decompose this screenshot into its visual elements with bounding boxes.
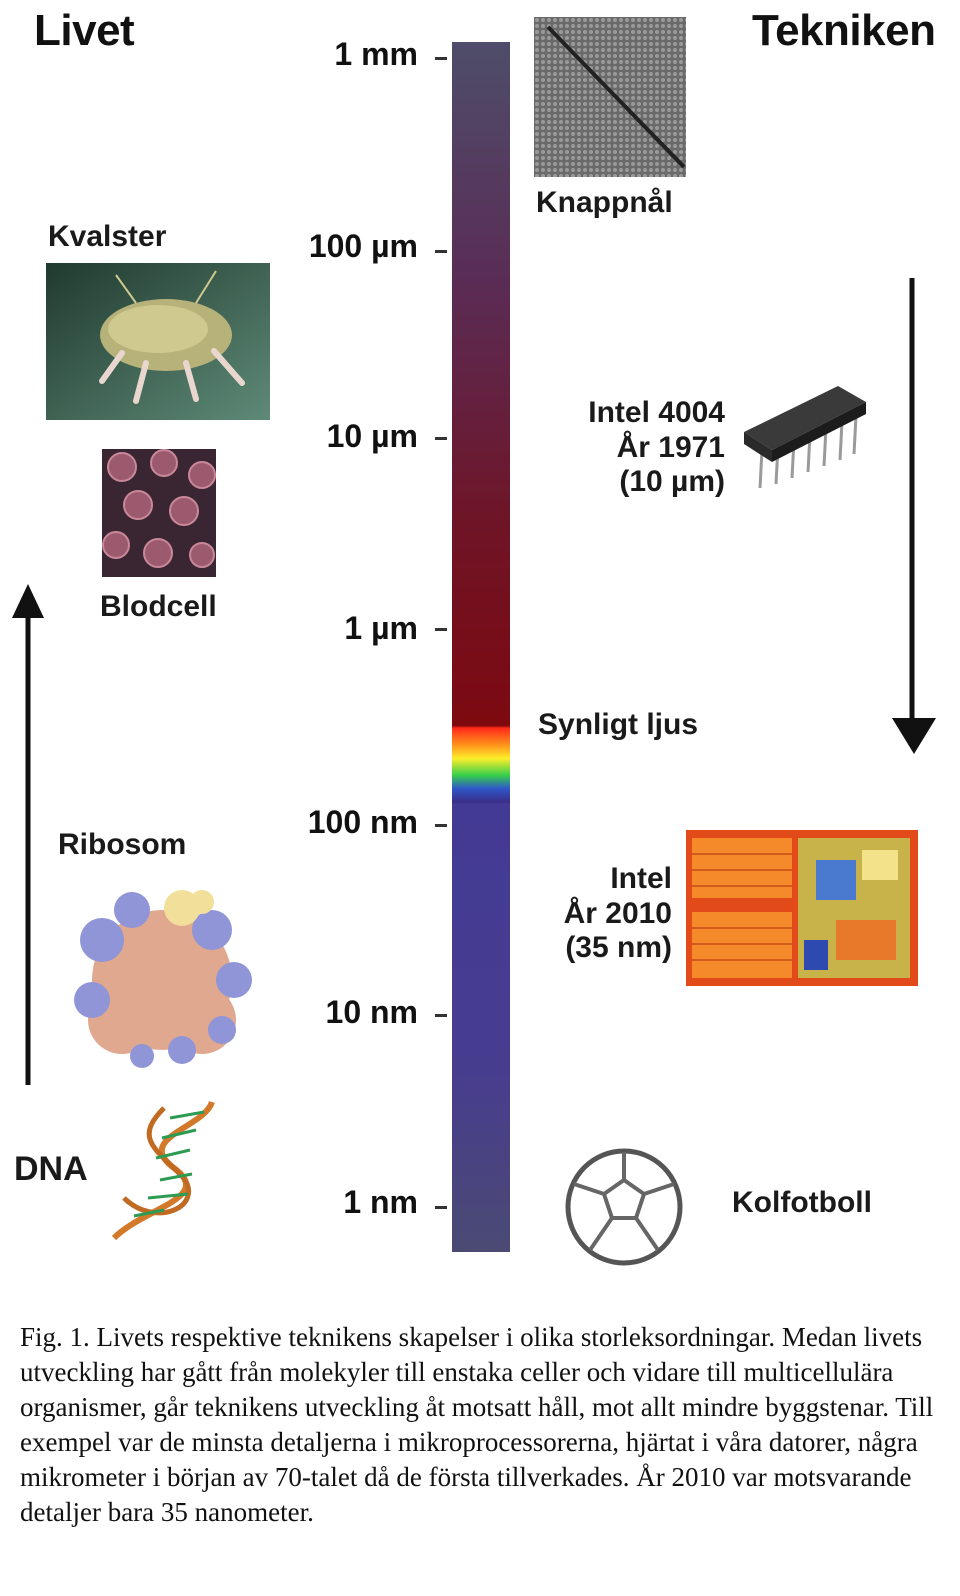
figure-caption: Fig. 1. Livets respektive teknikens skap… xyxy=(20,1322,934,1528)
mite-image xyxy=(46,263,270,420)
tick-label-1mm: 1 mm xyxy=(334,36,418,72)
intel2010-line-1: Intel xyxy=(610,862,672,895)
label-kvalster: Kvalster xyxy=(48,220,167,253)
tick-mark xyxy=(435,628,447,631)
bloodcell-image xyxy=(102,449,216,577)
intel2010-label: Intel År 2010 (35 nm) xyxy=(560,862,672,966)
label-kolfotboll: Kolfotboll xyxy=(732,1186,872,1219)
intel2010-line-3: (35 nm) xyxy=(565,931,672,964)
tick-label-10um: 10 µm xyxy=(326,418,418,454)
upward-arrow xyxy=(12,584,44,1085)
intel2010-line-2: År 2010 xyxy=(563,896,672,930)
ribosome-image xyxy=(74,890,252,1068)
dna-image xyxy=(111,1100,215,1240)
tick-mark xyxy=(435,250,447,253)
label-blodcell: Blodcell xyxy=(100,590,217,623)
label-knappnal: Knappnål xyxy=(536,186,673,219)
tick-mark xyxy=(435,57,447,60)
tick-label-10nm: 10 nm xyxy=(325,994,418,1030)
label-ribosom: Ribosom xyxy=(58,828,187,861)
intel4004-label: Intel 4004 År 1971 (10 µm) xyxy=(585,396,725,500)
tick-label-1um: 1 µm xyxy=(344,610,418,646)
header-tekniken: Tekniken xyxy=(752,6,936,55)
intel4004-line-3: (10 µm) xyxy=(619,465,725,498)
downward-arrow xyxy=(892,278,936,754)
intel4004-chip-image xyxy=(744,386,866,489)
tick-label-1nm: 1 nm xyxy=(343,1184,418,1220)
pin-image xyxy=(534,17,686,177)
tick-mark xyxy=(435,437,447,440)
tick-label-100um: 100 µm xyxy=(308,228,418,264)
intel4004-line-1: Intel 4004 xyxy=(588,396,725,429)
label-dna: DNA xyxy=(14,1150,88,1188)
size-scale-bar xyxy=(452,42,510,1252)
buckyball-image xyxy=(565,1148,683,1266)
label-synligt-ljus: Synligt ljus xyxy=(538,708,699,741)
tick-label-100nm: 100 nm xyxy=(307,804,418,840)
tick-mark xyxy=(435,1014,447,1017)
intel2010-die-image xyxy=(686,830,918,986)
header-livet: Livet xyxy=(34,6,135,55)
tick-mark xyxy=(435,824,447,827)
intel4004-line-2: År 1971 xyxy=(616,430,725,464)
tick-mark xyxy=(435,1206,447,1209)
